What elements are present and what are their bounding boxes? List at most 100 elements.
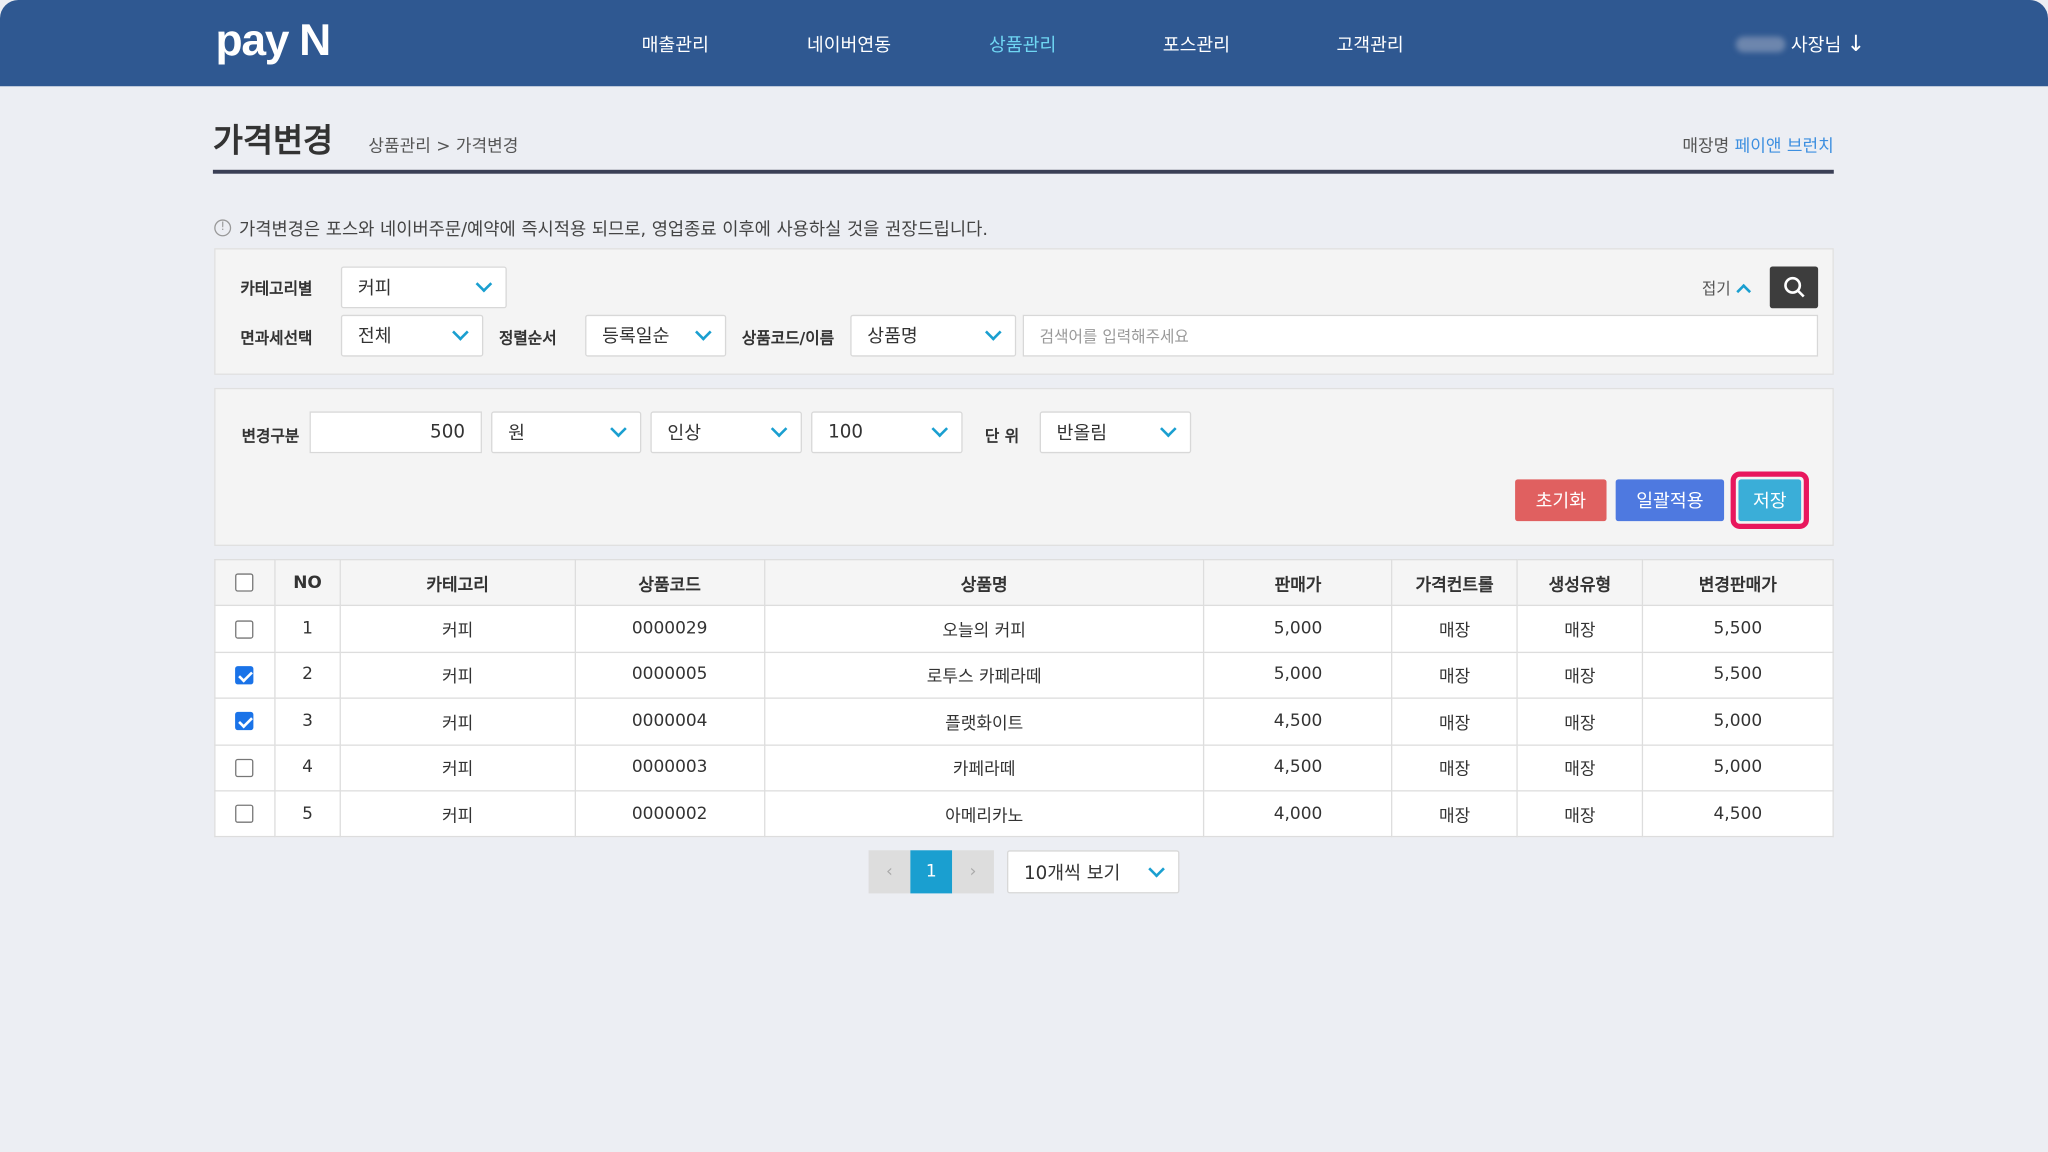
direction-select[interactable]: 인상 xyxy=(650,411,802,454)
next-page-button[interactable]: › xyxy=(952,850,994,894)
col-new-price: 변경판매가 xyxy=(1641,559,1834,607)
apply-all-button[interactable]: 일괄적용 xyxy=(1615,479,1725,522)
row-type: 매장 xyxy=(1516,651,1644,700)
nav-naver[interactable]: 네이버연동 xyxy=(806,35,892,57)
row-no: 1 xyxy=(274,605,341,653)
chevron-down-icon xyxy=(770,420,788,438)
row-code: 0000029 xyxy=(574,605,765,653)
row-code: 0000003 xyxy=(574,743,765,792)
row-category: 커피 xyxy=(339,743,576,792)
row-checkbox[interactable] xyxy=(235,712,255,731)
col-code: 상품코드 xyxy=(574,559,765,607)
unit-type-value: 원 xyxy=(508,423,525,445)
table-header: NO 카테고리 상품코드 상품명 판매가 가격컨트롤 생성유형 변경판매가 xyxy=(214,559,1834,607)
step-value: 100 xyxy=(828,421,863,443)
row-checkbox[interactable] xyxy=(235,666,255,685)
chevron-down-icon xyxy=(452,324,469,341)
nav-pos[interactable]: 포스관리 xyxy=(1162,35,1231,57)
row-code: 0000002 xyxy=(574,790,765,838)
row-new-price: 5,500 xyxy=(1641,651,1834,700)
notice-text: 가격변경은 포스와 네이버주문/예약에 즉시적용 되므로, 영업종료 이후에 사… xyxy=(239,219,988,241)
search-button[interactable] xyxy=(1769,266,1819,309)
store-link[interactable]: 페이앤 브런치 xyxy=(1734,137,1834,157)
row-select-cell xyxy=(214,651,276,700)
row-checkbox[interactable] xyxy=(235,619,255,639)
search-icon xyxy=(1783,276,1805,298)
row-checkbox[interactable] xyxy=(235,804,255,824)
col-category: 카테고리 xyxy=(339,559,576,607)
row-no: 2 xyxy=(274,651,341,700)
nav-sales[interactable]: 매출관리 xyxy=(641,35,709,57)
col-no: NO xyxy=(274,559,341,607)
prev-page-button[interactable]: ‹ xyxy=(868,850,911,894)
select-all-checkbox[interactable] xyxy=(235,573,255,592)
row-no: 5 xyxy=(274,790,341,838)
page-size-value: 10개씩 보기 xyxy=(1023,862,1121,884)
table-row[interactable]: 5 커피 0000002 아메리카노 4,000 매장 매장 4,500 xyxy=(214,790,1834,838)
chevron-right-icon: › xyxy=(969,862,977,882)
collapse-label: 접기 xyxy=(1701,279,1731,298)
page-size-select[interactable]: 10개씩 보기 xyxy=(1007,850,1180,894)
row-type: 매장 xyxy=(1516,605,1644,653)
top-nav-bar: pay N 매출관리 네이버연동 상품관리 포스관리 고객관리 사장님 ↓ xyxy=(0,0,2048,87)
rounding-select[interactable]: 반올림 xyxy=(1039,411,1192,454)
collapse-toggle[interactable]: 접기 xyxy=(1701,277,1752,299)
row-price: 4,500 xyxy=(1203,697,1393,746)
search-input[interactable]: 검색어를 입력해주세요 xyxy=(1022,314,1819,357)
chevron-down-icon xyxy=(695,324,712,341)
save-button[interactable]: 저장 xyxy=(1738,479,1802,522)
category-label: 카테고리별 xyxy=(240,279,313,298)
category-select[interactable]: 커피 xyxy=(340,266,507,309)
nav-customers[interactable]: 고객관리 xyxy=(1336,35,1404,57)
nav-products[interactable]: 상품관리 xyxy=(989,35,1057,57)
code-select[interactable]: 상품명 xyxy=(850,314,1017,357)
step-select[interactable]: 100 xyxy=(811,411,963,454)
tax-label: 면과세선택 xyxy=(240,329,313,348)
row-price-control: 매장 xyxy=(1391,605,1518,653)
row-name: 로투스 카페라떼 xyxy=(763,651,1205,700)
unit-label: 단 위 xyxy=(984,427,1020,446)
reset-button[interactable]: 초기화 xyxy=(1515,479,1607,522)
table-row[interactable]: 3 커피 0000004 플랫화이트 4,500 매장 매장 5,000 xyxy=(214,697,1834,746)
row-price: 5,000 xyxy=(1203,651,1393,700)
amount-input[interactable]: 500 xyxy=(309,411,482,454)
direction-value: 인상 xyxy=(667,423,702,445)
row-select-cell xyxy=(214,790,276,838)
code-value: 상품명 xyxy=(867,326,918,348)
col-type: 생성유형 xyxy=(1516,559,1644,607)
payn-logo[interactable]: pay N xyxy=(215,15,332,66)
row-new-price: 5,500 xyxy=(1641,605,1834,653)
tax-select[interactable]: 전체 xyxy=(340,314,484,357)
user-label: 사장님 xyxy=(1790,35,1842,57)
chevron-up-icon xyxy=(1736,283,1752,299)
chevron-down-icon xyxy=(1160,420,1177,438)
row-select-cell xyxy=(214,605,276,653)
chevron-down-icon xyxy=(1148,860,1165,877)
row-category: 커피 xyxy=(339,605,576,653)
row-category: 커피 xyxy=(339,790,576,838)
unit-type-select[interactable]: 원 xyxy=(491,411,642,454)
tax-value: 전체 xyxy=(357,326,392,348)
row-new-price: 5,000 xyxy=(1641,697,1834,746)
row-select-cell xyxy=(214,743,276,792)
page-title: 가격변경 xyxy=(212,121,334,160)
row-no: 3 xyxy=(274,697,341,746)
sort-select[interactable]: 등록일순 xyxy=(585,314,727,357)
info-icon: ! xyxy=(214,218,232,236)
page-1[interactable]: 1 xyxy=(910,850,953,894)
table-row[interactable]: 1 커피 0000029 오늘의 커피 5,000 매장 매장 5,500 xyxy=(214,605,1834,653)
col-price: 판매가 xyxy=(1203,559,1393,607)
row-type: 매장 xyxy=(1516,743,1644,792)
user-menu[interactable]: 사장님 ↓ xyxy=(1735,31,1865,57)
table-row[interactable]: 4 커피 0000003 카페라떼 4,500 매장 매장 5,000 xyxy=(214,743,1834,792)
table-row[interactable]: 2 커피 0000005 로투스 카페라떼 5,000 매장 매장 5,500 xyxy=(214,651,1834,700)
row-checkbox[interactable] xyxy=(235,758,255,777)
row-no: 4 xyxy=(274,743,341,792)
row-category: 커피 xyxy=(339,651,576,700)
row-price: 5,000 xyxy=(1203,605,1393,653)
row-type: 매장 xyxy=(1516,697,1644,746)
sort-value: 등록일순 xyxy=(602,326,670,348)
change-label: 변경구분 xyxy=(241,427,300,446)
row-price-control: 매장 xyxy=(1391,743,1518,792)
